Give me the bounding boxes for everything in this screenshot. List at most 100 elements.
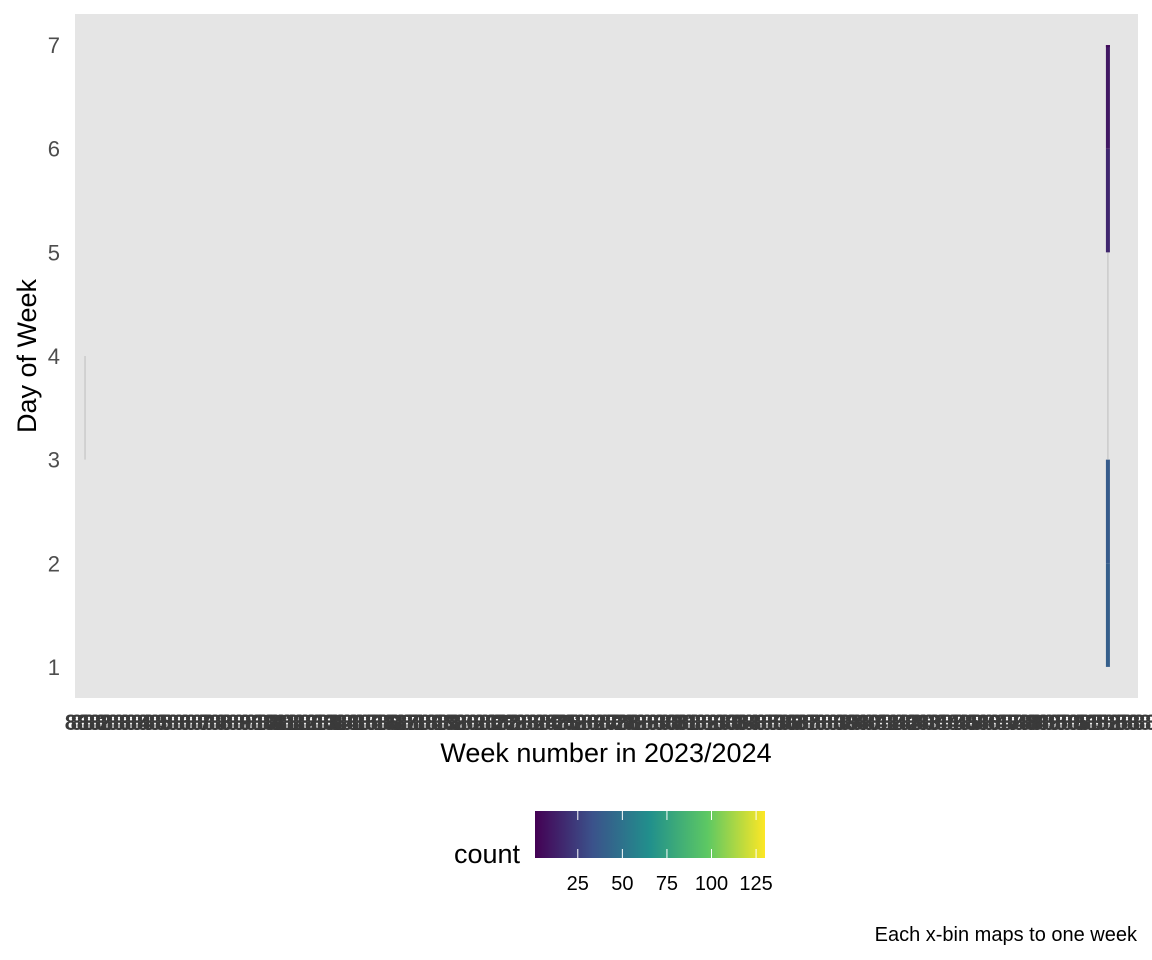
x-tick-label-overlap: 88 [755, 710, 779, 735]
x-tick-label-overlap: 88 [71, 710, 95, 735]
x-tick-label-overlap: 88 [1043, 710, 1067, 735]
x-tick-label-overlap: 88 [905, 710, 929, 735]
x-tick-label: 17 [394, 710, 418, 735]
x-tick-label-overlap: 88 [539, 710, 563, 735]
x-tick-label: 18 [414, 710, 438, 735]
x-tick-label-overlap: 88 [1037, 710, 1061, 735]
x-tick-label-overlap: 88 [575, 710, 599, 735]
x-tick-label: 14 [334, 710, 359, 735]
x-tick-label-overlap: 88 [377, 710, 401, 735]
x-tick-label-overlap: 88 [143, 710, 167, 735]
x-tick-label-overlap: 88 [989, 710, 1013, 735]
x-tick-label-overlap: 88 [527, 710, 551, 735]
x-tick-label-overlap: 88 [689, 710, 713, 735]
x-tick-label-overlap: 88 [125, 710, 149, 735]
x-tick-label-overlap: 88 [815, 710, 839, 735]
x-tick-label-overlap: 88 [449, 710, 473, 735]
x-tick-label-overlap: 88 [197, 710, 221, 735]
x-tick-label-overlap: 88 [329, 710, 353, 735]
x-tick-label-overlap: 88 [149, 710, 173, 735]
x-tick-label-overlap: 88 [257, 710, 281, 735]
x-tick-label-overlap: 88 [887, 710, 911, 735]
heatmap-cells [84, 45, 1110, 667]
x-tick-label-overlap: 88 [491, 710, 515, 735]
x-tick-label: 29 [634, 710, 658, 735]
legend-tick-label: 100 [695, 873, 728, 895]
x-tick-label-overlap: 88 [113, 710, 137, 735]
x-tick-label-overlap: 88 [503, 710, 527, 735]
x-tick-label: 49 [1036, 710, 1060, 735]
x-tick-label-overlap: 88 [461, 710, 485, 735]
x-tick-label-overlap: 88 [335, 710, 359, 735]
x-tick-label: 50 [1056, 710, 1080, 735]
x-tick-label: 4 [139, 710, 152, 735]
x-tick-label-overlap: 88 [227, 710, 251, 735]
x-tick-label-overlap: 88 [1133, 710, 1152, 735]
y-axis-title: Day of Week [12, 278, 42, 433]
x-tick-label-overlap: 88 [215, 710, 239, 735]
x-tick-label-overlap: 88 [875, 710, 899, 735]
legend-colorbar [535, 811, 765, 858]
x-tick-label-overlap: 88 [209, 710, 233, 735]
x-tick-label-overlap: 88 [185, 710, 209, 735]
x-tick-label-overlap: 88 [677, 710, 701, 735]
x-tick-label: 32 [695, 710, 719, 735]
x-tick-label-overlap: 88 [557, 710, 581, 735]
x-tick-label: 39 [835, 710, 859, 735]
x-tick-label-overlap: 88 [371, 710, 395, 735]
y-tick-label: 6 [48, 137, 60, 162]
x-tick-label: 42 [895, 710, 919, 735]
legend-tick-label: 125 [739, 873, 772, 895]
x-tick-label-overlap: 88 [509, 710, 533, 735]
x-tick-label: 20 [454, 710, 478, 735]
x-tick-label-overlap: 88 [803, 710, 827, 735]
x-tick-label-overlap: 88 [293, 710, 317, 735]
x-tick-label: 40 [855, 710, 879, 735]
x-tick-label-overlap: 88 [869, 710, 893, 735]
heatmap-cell [1105, 148, 1110, 253]
heatmap-cell [1105, 563, 1110, 667]
x-tick-label: 51 [1076, 710, 1100, 735]
x-tick-label-overlap: 88 [287, 710, 311, 735]
x-tick-label: 3 [119, 710, 131, 735]
x-tick-label-overlap: 88 [383, 710, 407, 735]
x-tick-label-overlap: 88 [1079, 710, 1103, 735]
x-tick-label-overlap: 88 [407, 710, 431, 735]
x-tick-label-overlap: 88 [269, 710, 293, 735]
x-tick-label: 5 [159, 710, 171, 735]
x-tick-label-overlap: 88 [305, 710, 329, 735]
x-tick-label-overlap: 88 [1121, 710, 1145, 735]
x-tick-label-overlap: 88 [251, 710, 275, 735]
x-tick-label-overlap: 88 [971, 710, 995, 735]
x-tick-label: 47 [995, 710, 1019, 735]
x-tick-label-overlap: 88 [929, 710, 953, 735]
x-tick-label-overlap: 88 [1073, 710, 1097, 735]
x-tick-label-overlap: 88 [845, 710, 869, 735]
x-tick-label-overlap: 88 [359, 710, 383, 735]
x-tick-label-overlap: 88 [671, 710, 695, 735]
x-tick-label: 43 [915, 710, 939, 735]
x-tick-label-overlap: 88 [299, 710, 323, 735]
x-tick-label-overlap: 88 [89, 710, 113, 735]
x-tick-label-overlap: 88 [101, 710, 125, 735]
heatmap-cell [1105, 459, 1110, 564]
x-tick-label-overlap: 88 [395, 710, 419, 735]
x-tick-label: 15 [354, 710, 378, 735]
x-tick-label-overlap: 88 [161, 710, 185, 735]
x-tick-label-overlap: 88 [965, 710, 989, 735]
x-tick-label-overlap: 88 [245, 710, 269, 735]
x-tick-label: 7 [199, 710, 211, 735]
x-tick-label-overlap: 88 [521, 710, 545, 735]
x-tick-label-overlap: 88 [731, 710, 755, 735]
x-tick-label-overlap: 88 [623, 710, 647, 735]
x-tick-label-overlap: 88 [1085, 710, 1109, 735]
x-tick-label-overlap: 88 [1061, 710, 1085, 735]
x-tick-label-overlap: 88 [1025, 710, 1049, 735]
x-tick-label-overlap: 88 [425, 710, 449, 735]
heatmap-cell [1107, 356, 1109, 460]
x-tick-label: 38 [815, 710, 839, 735]
y-tick-label: 7 [48, 33, 60, 58]
legend-tick-label: 75 [656, 873, 678, 895]
y-tick-label: 5 [48, 240, 60, 265]
